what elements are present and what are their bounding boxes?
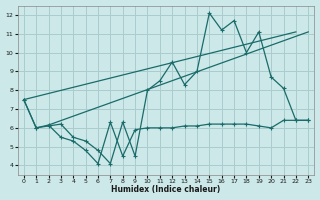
X-axis label: Humidex (Indice chaleur): Humidex (Indice chaleur) <box>111 185 221 194</box>
